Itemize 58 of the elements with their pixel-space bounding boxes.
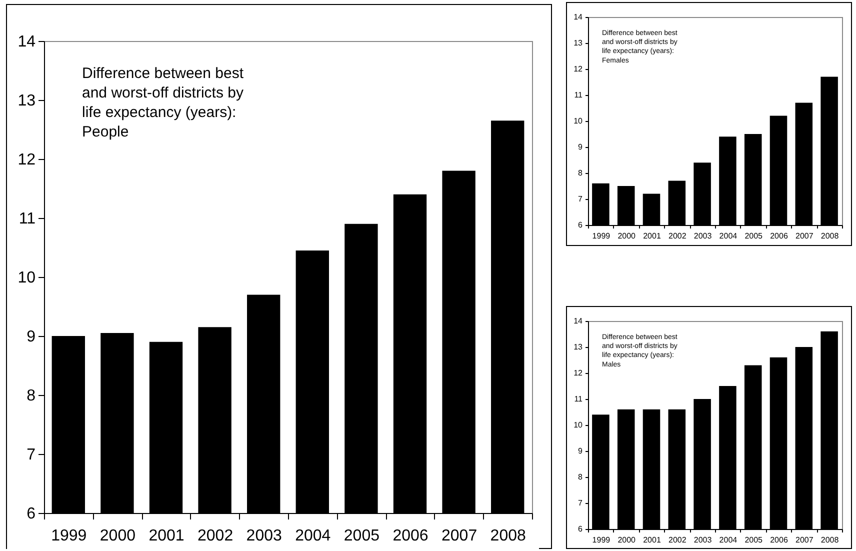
y-tick-label: 9 bbox=[578, 446, 584, 456]
annotation: Difference between best and worst-off districts by life expectancy (years): People bbox=[82, 65, 244, 140]
x-tick-label: 2003 bbox=[694, 232, 712, 240]
y-tick-label: 10 bbox=[18, 270, 36, 286]
x-tick-label: 2003 bbox=[246, 528, 282, 544]
y-tick-label: 12 bbox=[574, 64, 584, 74]
x-tick-label: 2006 bbox=[392, 528, 428, 544]
x-tick-label: 1999 bbox=[592, 232, 611, 240]
y-tick-label: 10 bbox=[574, 420, 584, 430]
x-tick-label: 2001 bbox=[643, 232, 662, 240]
x-tick-label: 2004 bbox=[719, 232, 738, 240]
x-tick-label: 2007 bbox=[796, 536, 814, 544]
x-tick-label: 2003 bbox=[694, 536, 712, 544]
y-tick-label: 7 bbox=[578, 498, 584, 508]
y-tick-label: 10 bbox=[574, 116, 584, 126]
y-tick-label: 12 bbox=[574, 368, 584, 378]
y-tick-label: 11 bbox=[574, 90, 584, 100]
x-tick-label: 2005 bbox=[744, 232, 764, 240]
y-tick-label: 11 bbox=[574, 394, 584, 404]
y-tick-label: 8 bbox=[578, 472, 584, 482]
y-tick-label: 8 bbox=[578, 168, 584, 178]
y-tick-label: 7 bbox=[578, 194, 584, 204]
x-tick-label: 2002 bbox=[668, 232, 687, 240]
x-tick-label: 2008 bbox=[820, 232, 840, 240]
x-tick-label: 2008 bbox=[820, 536, 840, 544]
y-tick-label: 9 bbox=[26, 328, 36, 346]
x-tick-label: 2001 bbox=[643, 536, 662, 544]
y-tick-label: 6 bbox=[578, 524, 584, 534]
y-tick-label: 13 bbox=[574, 342, 584, 352]
y-tick-label: 11 bbox=[18, 210, 36, 228]
x-tick-label: 2000 bbox=[618, 536, 636, 544]
y-tick-label: 13 bbox=[574, 38, 584, 48]
x-tick-label: 2004 bbox=[295, 528, 331, 544]
y-tick-label: 13 bbox=[18, 92, 36, 110]
y-tick-label: 8 bbox=[26, 388, 36, 404]
x-tick-label: 2005 bbox=[744, 536, 764, 544]
x-tick-label: 2005 bbox=[344, 528, 380, 544]
x-tick-label: 2006 bbox=[770, 536, 788, 544]
x-tick-label: 2001 bbox=[148, 528, 184, 544]
x-tick-label: 2007 bbox=[796, 232, 814, 240]
y-tick-label: 14 bbox=[574, 316, 584, 326]
y-tick-label: 6 bbox=[578, 220, 584, 230]
y-tick-label: 14 bbox=[18, 34, 36, 50]
x-tick-label: 2007 bbox=[442, 528, 478, 544]
x-tick-label: 2002 bbox=[198, 528, 234, 544]
x-tick-label: 2000 bbox=[100, 528, 136, 544]
y-tick-label: 14 bbox=[574, 12, 584, 22]
y-tick-label: 7 bbox=[26, 446, 36, 464]
x-tick-label: 1999 bbox=[51, 528, 87, 544]
x-tick-label: 2006 bbox=[770, 232, 788, 240]
x-tick-label: 2002 bbox=[668, 536, 687, 544]
x-tick-label: 2004 bbox=[719, 536, 738, 544]
x-tick-label: 1999 bbox=[592, 536, 611, 544]
y-tick-label: 12 bbox=[18, 152, 36, 168]
y-tick-label: 9 bbox=[578, 142, 584, 152]
x-tick-label: 2008 bbox=[490, 528, 526, 544]
x-tick-label: 2000 bbox=[618, 232, 636, 240]
y-tick-label: 6 bbox=[26, 506, 36, 522]
